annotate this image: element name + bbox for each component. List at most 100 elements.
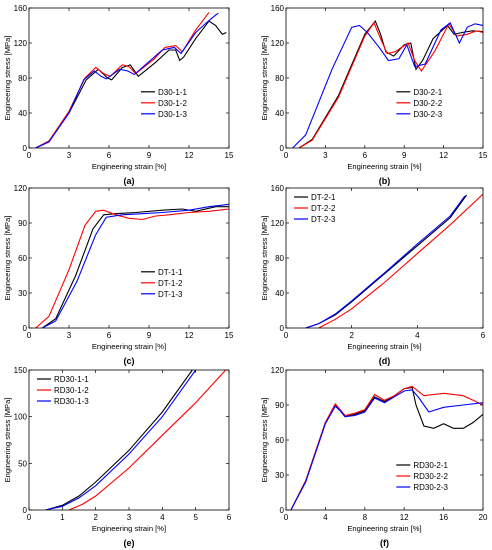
- panel-label: (e): [124, 538, 135, 548]
- panel-label: (c): [124, 356, 135, 366]
- panel-2: 0 3 6 9 12 15 0 40 80 120 160 Engineering strain [%…: [260, 4, 488, 186]
- y-tick-label: 40: [275, 289, 284, 298]
- legend-label: D30-1-1: [158, 88, 187, 97]
- x-tick-label: 12: [185, 151, 194, 160]
- x-tick-label: 3: [67, 151, 72, 160]
- y-tick-label: 0: [280, 324, 285, 333]
- series-line-6-3: [290, 389, 483, 510]
- series-line-3-3: [42, 203, 229, 328]
- y-tick-label: 0: [280, 506, 285, 515]
- x-axis-title: Engineering strain [%]: [92, 162, 166, 171]
- x-tick-label: 6: [227, 513, 232, 522]
- y-tick-label: 0: [280, 144, 285, 153]
- panel-label: (d): [379, 356, 391, 366]
- y-axis-title: Engineering stress [MPa]: [260, 36, 269, 121]
- legend-label: DT-2-2: [311, 204, 336, 213]
- y-tick-label: 100: [14, 413, 28, 422]
- y-tick-label: 120: [271, 366, 285, 375]
- legend-label: D30-2-1: [413, 88, 442, 97]
- y-tick-label: 80: [275, 254, 284, 263]
- y-tick-label: 150: [14, 366, 28, 375]
- x-tick-label: 6: [481, 331, 486, 340]
- y-axis-title: Engineering stress [MPa]: [3, 398, 12, 483]
- legend-label: DT-1-1: [158, 268, 183, 277]
- x-tick-label: 6: [107, 151, 112, 160]
- legend-label: DT-2-3: [311, 215, 336, 224]
- series-line-2-3: [292, 22, 483, 148]
- x-tick-label: 0: [27, 331, 32, 340]
- x-tick-label: 4: [160, 513, 165, 522]
- x-tick-label: 6: [363, 151, 368, 160]
- y-tick-label: 60: [18, 254, 27, 263]
- x-tick-label: 8: [363, 513, 368, 522]
- legend-label: RD30-2-1: [413, 461, 448, 470]
- series-line-3-1: [41, 206, 229, 328]
- series-line-1-1: [35, 20, 227, 148]
- series-line-1-2: [35, 12, 210, 148]
- series-line-5-3: [45, 370, 197, 510]
- y-tick-label: 90: [275, 401, 284, 410]
- y-tick-label: 60: [275, 436, 284, 445]
- legend-label: RD30-2-2: [413, 472, 448, 481]
- y-tick-label: 30: [18, 289, 27, 298]
- y-axis-title: Engineering stress [MPa]: [3, 36, 12, 121]
- x-tick-label: 4: [415, 331, 420, 340]
- legend-label: D30-1-2: [158, 99, 187, 108]
- y-tick-label: 160: [271, 184, 285, 193]
- legend-label: RD30-1-3: [54, 397, 89, 406]
- x-tick-label: 3: [127, 513, 132, 522]
- y-tick-label: 160: [14, 4, 28, 13]
- x-tick-label: 0: [284, 151, 289, 160]
- series-line-2-1: [298, 20, 483, 148]
- x-tick-label: 0: [27, 513, 32, 522]
- x-tick-label: 15: [479, 151, 488, 160]
- x-tick-label: 2: [349, 331, 354, 340]
- x-tick-label: 6: [107, 331, 112, 340]
- y-tick-label: 40: [275, 109, 284, 118]
- x-tick-label: 12: [185, 331, 194, 340]
- panel-4: 0 2 4 6 0 40 80 120 160 Engineering strain [%] Eng…: [260, 184, 486, 366]
- x-tick-label: 5: [193, 513, 198, 522]
- y-axis-title: Engineering stress [MPa]: [260, 216, 269, 301]
- series-line-2-2: [298, 21, 483, 148]
- legend-label: DT-1-2: [158, 279, 183, 288]
- y-tick-label: 120: [14, 184, 28, 193]
- x-tick-label: 9: [402, 151, 407, 160]
- y-tick-label: 0: [23, 506, 28, 515]
- x-tick-label: 12: [400, 513, 409, 522]
- legend-label: D30-2-2: [413, 99, 442, 108]
- x-axis-title: Engineering strain [%]: [92, 524, 166, 533]
- y-tick-label: 120: [14, 39, 28, 48]
- panel-label: (f): [380, 538, 389, 548]
- panel-3: 0 3 6 9 12 15 0 30 60 90 120 Engineering strain [%]…: [3, 184, 234, 366]
- y-tick-label: 160: [271, 4, 285, 13]
- x-axis-title: Engineering strain [%]: [347, 524, 421, 533]
- y-tick-label: 90: [18, 219, 27, 228]
- x-tick-label: 12: [439, 151, 448, 160]
- x-axis-title: Engineering strain [%]: [347, 342, 421, 351]
- y-tick-label: 40: [18, 109, 27, 118]
- x-tick-label: 20: [479, 513, 488, 522]
- x-tick-label: 15: [225, 151, 234, 160]
- panel-1: 0 3 6 9 12 15 0 40 80 120 160 Engineering strain [%…: [3, 4, 234, 186]
- panel-5: 0 1 2 3 4 5 6 0 50 100 150 Engineering strain [%] En…: [3, 366, 232, 548]
- y-tick-label: 0: [23, 324, 28, 333]
- x-tick-label: 4: [323, 513, 328, 522]
- x-axis-title: Engineering strain [%]: [347, 162, 421, 171]
- series-line-6-2: [290, 385, 483, 510]
- y-tick-label: 120: [271, 219, 285, 228]
- x-tick-label: 0: [27, 151, 32, 160]
- x-tick-label: 15: [225, 331, 234, 340]
- y-tick-label: 0: [23, 144, 28, 153]
- x-tick-label: 0: [284, 513, 289, 522]
- series-line-5-2: [68, 370, 227, 510]
- legend-label: D30-1-3: [158, 110, 187, 119]
- legend-label: DT-2-1: [311, 193, 336, 202]
- series-line-1-3: [35, 12, 219, 148]
- x-tick-label: 2: [93, 513, 98, 522]
- x-tick-label: 9: [147, 151, 152, 160]
- x-tick-label: 9: [147, 331, 152, 340]
- x-tick-label: 3: [67, 331, 72, 340]
- legend-label: DT-1-3: [158, 290, 183, 299]
